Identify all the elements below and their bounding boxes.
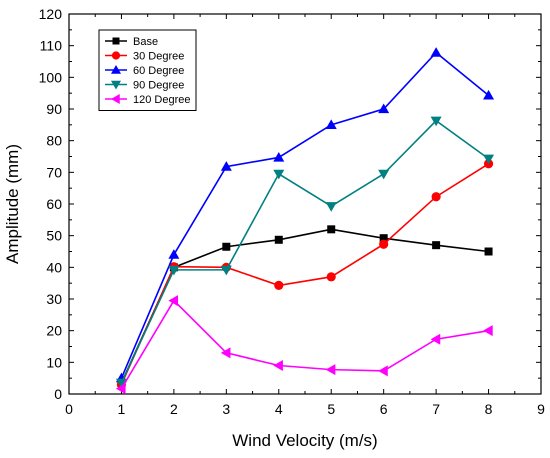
- data-point: [115, 383, 126, 395]
- data-point: [222, 242, 231, 251]
- data-point: [379, 234, 388, 243]
- data-point: [273, 360, 283, 371]
- legend: Base 30 Degree 60 Degree 90 Degree 120 Degre…: [98, 29, 197, 111]
- data-point: [112, 37, 120, 45]
- data-point: [379, 239, 389, 249]
- data-point: [111, 65, 121, 74]
- legend-label: 90 Degree: [133, 80, 184, 92]
- data-point: [274, 235, 283, 244]
- data-point: [430, 47, 442, 57]
- data-point: [168, 295, 179, 307]
- series-120-degree: [115, 295, 493, 395]
- data-point: [273, 169, 285, 180]
- y-tick-label: 110: [40, 38, 63, 54]
- x-tick-label: 8: [485, 401, 493, 417]
- data-point: [327, 225, 336, 234]
- data-point: [273, 151, 285, 162]
- x-tick-label: 4: [275, 401, 283, 417]
- data-point: [220, 347, 231, 359]
- data-point: [168, 249, 180, 259]
- data-point: [484, 247, 493, 256]
- legend-label: Base: [133, 36, 158, 48]
- data-point: [431, 192, 441, 202]
- data-point: [326, 272, 336, 282]
- y-tick-label: 40: [46, 259, 62, 275]
- y-tick-label: 90: [46, 101, 62, 117]
- series-line: [120, 228, 489, 384]
- data-point: [220, 265, 232, 276]
- y-tick-label: 30: [46, 291, 62, 307]
- series-line: [120, 299, 489, 390]
- data-point: [483, 154, 495, 165]
- data-point: [483, 325, 493, 337]
- y-tick-label: 70: [46, 164, 62, 180]
- series-line: [120, 51, 490, 379]
- data-point: [430, 116, 442, 127]
- data-point: [378, 169, 390, 180]
- series-line: [120, 163, 489, 385]
- x-axis-title: Wind Velocity (m/s): [232, 431, 377, 450]
- legend-label: 30 Degree: [133, 51, 184, 63]
- y-tick-label: 0: [54, 386, 62, 402]
- y-tick-label: 120: [39, 6, 63, 22]
- x-tick-label: 2: [170, 401, 178, 417]
- y-tick-label: 60: [46, 196, 62, 212]
- data-point: [115, 378, 127, 389]
- data-point: [325, 202, 337, 212]
- x-tick-label: 1: [118, 401, 126, 417]
- y-tick-label: 80: [46, 133, 62, 149]
- y-axis-title: Amplitude (mm): [3, 144, 22, 264]
- data-point: [325, 119, 337, 129]
- data-point: [483, 89, 495, 100]
- legend-label: 60 Degree: [133, 65, 184, 77]
- data-point: [325, 364, 336, 376]
- data-point: [220, 161, 232, 171]
- x-tick-label: 3: [222, 401, 230, 417]
- data-point: [111, 94, 120, 104]
- data-point: [111, 80, 121, 90]
- data-point: [168, 265, 180, 276]
- x-tick-label: 9: [537, 401, 545, 417]
- y-tick-label: 10: [46, 354, 62, 370]
- series-line: [120, 119, 490, 384]
- data-point: [430, 333, 441, 345]
- legend-label: 120 Degree: [133, 94, 191, 106]
- data-point: [111, 51, 121, 60]
- data-point: [378, 365, 388, 377]
- x-tick-label: 6: [380, 401, 388, 417]
- y-tick-label: 50: [46, 228, 62, 244]
- series-layer: [115, 47, 495, 395]
- x-tick-label: 7: [432, 401, 440, 417]
- data-point: [378, 103, 390, 114]
- x-tick-label: 0: [65, 401, 73, 417]
- data-point: [274, 280, 284, 290]
- y-tick-label: 20: [46, 323, 62, 339]
- series-90-degree: [115, 116, 495, 389]
- x-tick-label: 5: [327, 401, 335, 417]
- data-point: [432, 241, 441, 250]
- y-tick-label: 100: [39, 69, 63, 85]
